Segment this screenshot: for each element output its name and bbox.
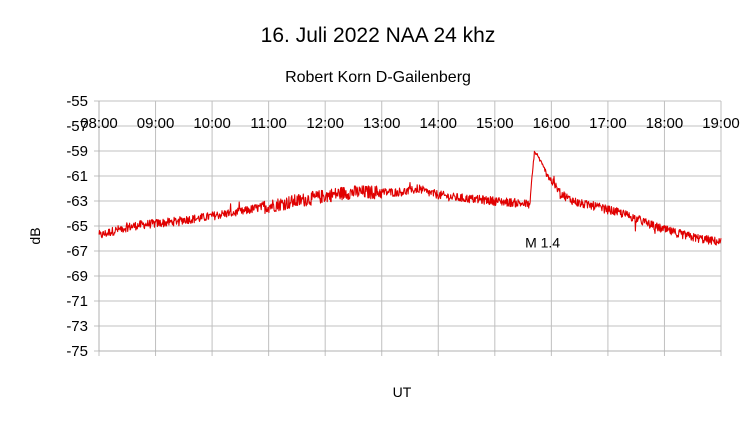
y-axis-label: dB — [27, 227, 43, 244]
x-tick-label: 17:00 — [589, 115, 627, 132]
y-tick-label: -59 — [66, 143, 88, 160]
x-tick-label: 16:00 — [533, 115, 571, 132]
x-tick-label: 08:00 — [80, 115, 118, 132]
x-axis-label: UT — [393, 384, 412, 400]
plot-frame — [98, 101, 721, 352]
x-tick-label: 13:00 — [363, 115, 401, 132]
series-layer — [98, 150, 722, 246]
x-tick-label: 10:00 — [193, 115, 231, 132]
y-tick-label: -73 — [66, 318, 88, 335]
x-tick-label: 11:00 — [250, 115, 286, 132]
x-tick-label: 19:00 — [702, 115, 740, 132]
y-tick-label: -57 — [66, 118, 88, 135]
x-axis-ticks: 08:00 09:00 10:00 11:00 12:00 13:00 14:00 15:00… — [80, 115, 740, 132]
y-tick-label: -75 — [66, 343, 88, 360]
y-axis-ticks: -55 -57 -59 -61 -63 -65 -67 -69 -71 -73 -75 — [66, 93, 88, 360]
annotations: M 1.4 — [525, 235, 560, 251]
y-tick-label: -61 — [66, 168, 88, 185]
x-tick-label: 09:00 — [137, 115, 175, 132]
chart-subtitle: Robert Korn D-Gailenberg — [285, 69, 471, 86]
y-tick-label: -69 — [66, 268, 88, 285]
x-tick-label: 12:00 — [306, 115, 344, 132]
chart-title: 16. Juli 2022 NAA 24 khz — [261, 24, 496, 47]
series-line — [98, 150, 722, 246]
y-tick-label: -55 — [66, 93, 88, 110]
y-tick-label: -65 — [66, 218, 88, 235]
y-tick-label: -71 — [66, 293, 88, 310]
x-tick-label: 18:00 — [646, 115, 684, 132]
annotation-label: M 1.4 — [525, 235, 560, 251]
x-tick-label: 15:00 — [476, 115, 514, 132]
x-tick-label: 14:00 — [419, 115, 457, 132]
y-tick-label: -63 — [66, 193, 88, 210]
y-tick-label: -67 — [66, 243, 88, 260]
